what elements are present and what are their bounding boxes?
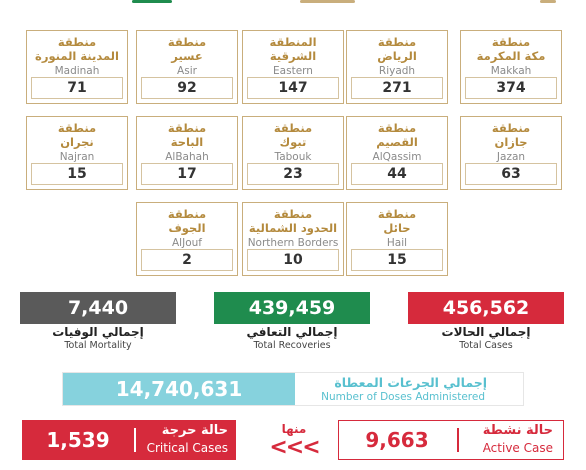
active-cases-value: 9,663 [365,428,429,452]
stat-value: 439,459 [214,292,370,324]
region-card-albahah: منطقة الباحة AlBahah 17 [136,116,238,190]
region-label-ar: منطقة [273,207,313,221]
region-name-en: Najran [59,151,95,163]
region-count: 147 [247,77,339,99]
region-name-en: Jazan [496,151,526,163]
region-count: 2 [141,249,233,271]
region-card-asir: منطقة عسير Asir 92 [136,30,238,104]
doses-panel: 14,740,631 إجمالي الجرعات المعطاة Number… [62,372,524,406]
critical-cases-label-ar: حالة حرجة [161,423,228,438]
stat-recoveries: 439,459 إجمالي التعافي Total Recoveries [214,292,370,354]
critical-cases-value: 1,539 [46,428,110,452]
region-count: 71 [31,77,123,99]
doses-value: 14,740,631 [63,373,295,405]
doses-label-ar: إجمالي الجرعات المعطاة [334,375,487,390]
region-count: 15 [351,249,443,271]
region-name-en: AlJouf [172,237,202,249]
region-count: 10 [247,249,339,271]
stat-value: 7,440 [20,292,176,324]
region-label-ar: منطقة [377,121,417,135]
region-label-ar: منطقة [377,207,417,221]
region-name-en: Eastern [273,65,313,77]
region-name-ar: تبوك [279,135,307,149]
region-name-ar: الرياض [377,49,417,63]
region-name-en: Riyadh [378,65,416,77]
top-strip-gold-mark [300,0,355,3]
region-name-en: Hail [386,237,408,249]
region-label-ar: منطقة [377,35,417,49]
region-label-ar: المنطقة [269,35,317,49]
top-strip-gold-mark-right [540,0,556,3]
active-cases-label-en: Active Case [482,441,553,455]
critical-cases-panel: 1,539 حالة حرجة Critical Cases [22,420,236,460]
region-name-en: Northern Borders [247,237,339,249]
region-name-en: Asir [177,65,197,77]
region-name-ar: جازان [494,135,528,149]
region-name-ar: مكة المكرمة [476,49,546,63]
active-cases-panel: 9,663 حالة نشطة Active Case [338,420,564,460]
region-card-northern-borders: منطقة الحدود الشمالية Northern Borders 10 [242,202,344,276]
region-name-en: AlBahah [165,151,209,163]
region-label-ar: منطقة [167,207,207,221]
arrows-left-icon: <<< [269,435,320,460]
top-strip-green-mark [132,0,172,3]
critical-cases-label-en: Critical Cases [146,441,228,455]
region-label-ar: منطقة [57,121,97,135]
top-strip [0,0,586,8]
divider [134,428,136,452]
region-count: 15 [31,163,123,185]
divider [457,428,459,452]
stat-label-en: Total Mortality [64,340,132,351]
stat-mortality: 7,440 إجمالي الوفيات Total Mortality [20,292,176,354]
region-label-ar: منطقة [167,35,207,49]
region-name-ar: حائل [383,221,411,235]
region-name-en: Madinah [54,65,100,77]
region-count: 44 [351,163,443,185]
region-count: 92 [141,77,233,99]
region-name-en: Makkah [490,65,532,77]
region-card-eastern: المنطقة الشرقية Eastern 147 [242,30,344,104]
stat-label-en: Total Recoveries [253,340,331,351]
region-name-ar: الجوف [168,221,206,235]
region-name-ar: المدينة المنورة [35,49,119,63]
stat-label-ar: إجمالي الوفيات [52,325,144,339]
region-count: 63 [465,163,557,185]
region-card-najran: منطقة نجران Najran 15 [26,116,128,190]
region-name-ar: القصيم [376,135,418,149]
region-card-makkah: منطقة مكة المكرمة Makkah 374 [460,30,562,104]
region-card-madinah: منطقة المدينة المنورة Madinah 71 [26,30,128,104]
stat-label-en: Total Cases [459,340,513,351]
stat-label-ar: إجمالي التعافي [246,325,338,339]
region-count: 271 [351,77,443,99]
stat-value: 456,562 [408,292,564,324]
stat-total-cases: 456,562 إجمالي الحالات Total Cases [408,292,564,354]
region-card-hail: منطقة حائل Hail 15 [346,202,448,276]
region-label-ar: منطقة [491,121,531,135]
region-name-en: Tabouk [274,151,312,163]
region-name-ar: الحدود الشمالية [248,221,338,235]
region-card-riyadh: منطقة الرياض Riyadh 271 [346,30,448,104]
region-label-ar: منطقة [167,121,207,135]
doses-label-en: Number of Doses Administered [321,391,485,403]
region-name-ar: نجران [60,135,94,149]
region-count: 17 [141,163,233,185]
region-label-ar: منطقة [57,35,97,49]
region-name-en: AlQassim [372,151,422,163]
region-card-aljouf: منطقة الجوف AlJouf 2 [136,202,238,276]
stat-label-ar: إجمالي الحالات [441,325,531,339]
region-label-ar: منطقة [273,121,313,135]
region-label-ar: منطقة [491,35,531,49]
active-cases-label-ar: حالة نشطة [482,423,553,438]
region-name-ar: عسير [171,49,203,63]
region-count: 374 [465,77,557,99]
region-name-ar: الباحة [170,135,204,149]
region-card-tabouk: منطقة تبوك Tabouk 23 [242,116,344,190]
region-count: 23 [247,163,339,185]
region-card-jazan: منطقة جازان Jazan 63 [460,116,562,190]
region-name-ar: الشرقية [269,49,317,63]
connector-label: منها [281,422,307,436]
region-card-alqassim: منطقة القصيم AlQassim 44 [346,116,448,190]
